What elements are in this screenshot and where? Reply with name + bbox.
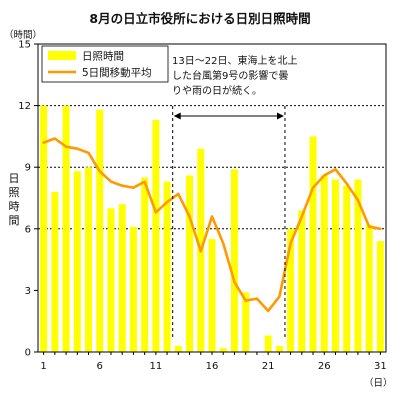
legend-bar-swatch (48, 51, 76, 60)
legend-label-sunshine: 日照時間 (82, 51, 124, 63)
bar[interactable] (73, 171, 81, 352)
bar[interactable] (264, 335, 272, 352)
bar[interactable] (152, 119, 160, 353)
bar[interactable] (287, 228, 295, 352)
bar[interactable] (174, 345, 182, 352)
bar[interactable] (40, 105, 48, 352)
x-tick-label: 1 (40, 361, 46, 372)
y-unit-label: （時間） (4, 29, 42, 41)
x-unit-label: （日） (364, 377, 393, 389)
bar[interactable] (51, 191, 59, 352)
bar[interactable] (365, 224, 373, 352)
bar[interactable] (354, 179, 362, 352)
annotation-text: 13日～22日、東海上を北上 (172, 54, 297, 67)
bar[interactable] (343, 185, 351, 352)
bar[interactable] (186, 175, 194, 352)
bar[interactable] (163, 181, 171, 352)
bar[interactable] (275, 345, 283, 352)
bar[interactable] (107, 208, 115, 352)
y-tick-label: 15 (18, 40, 31, 51)
annotation-arrow-head-left (173, 112, 181, 120)
bar[interactable] (332, 179, 339, 352)
legend: 日照時間 5日間移動平均 (41, 45, 169, 83)
bar[interactable] (129, 226, 137, 352)
y-axis-label-char: 間 (9, 214, 20, 227)
y-tick-label: 9 (25, 163, 31, 174)
annotation-text: りや雨の日が続く。 (172, 84, 262, 97)
y-axis-label-char: 日 (9, 172, 20, 185)
bar[interactable] (141, 177, 149, 352)
y-tick-label: 6 (25, 224, 31, 235)
bar[interactable] (320, 175, 328, 352)
bar[interactable] (118, 204, 126, 352)
bar[interactable] (208, 239, 216, 352)
axes (34, 43, 387, 355)
moving-average-line[interactable] (42, 137, 382, 313)
bar[interactable] (85, 167, 92, 352)
y-tick-label: 12 (18, 101, 31, 112)
x-tick-label: 21 (262, 361, 275, 372)
y-axis-label-char: 照 (9, 186, 20, 199)
x-tick-label: 11 (150, 361, 163, 372)
moving-average-series (42, 137, 382, 313)
chart-title: 8月の日立市役所における日別日照時間 (89, 11, 311, 26)
y-axis-label-char: 時 (9, 200, 20, 213)
bar[interactable] (376, 241, 384, 352)
annotation-text: した台風第9号の影響で曇 (172, 69, 288, 82)
bar[interactable] (230, 169, 238, 352)
bar[interactable] (242, 292, 250, 352)
bar[interactable] (309, 136, 317, 352)
y-tick-label: 0 (25, 348, 31, 359)
legend-label-moving-average: 5日間移動平均 (82, 66, 152, 79)
annotation-arrow-head-right (276, 112, 284, 120)
x-tick-label: 6 (97, 361, 103, 372)
x-tick-label: 31 (374, 361, 387, 372)
bar[interactable] (96, 109, 104, 352)
bar[interactable] (298, 210, 306, 352)
bar[interactable] (219, 347, 227, 352)
x-tick-label: 26 (318, 361, 331, 372)
y-tick-label: 3 (25, 286, 31, 297)
bar[interactable] (62, 105, 70, 352)
x-tick-label: 16 (206, 361, 219, 372)
y-axis-label: 日照時間 (9, 172, 20, 227)
